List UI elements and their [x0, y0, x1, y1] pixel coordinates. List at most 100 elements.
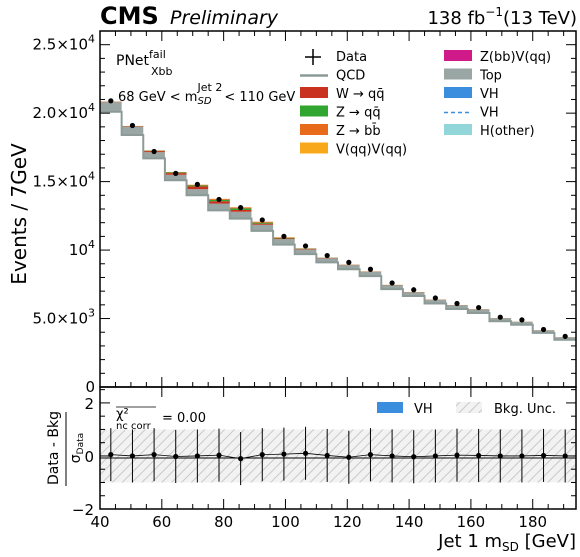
stack-bar-qcd	[338, 269, 360, 387]
legend-item: Top	[444, 68, 502, 84]
legend-box-swatch	[444, 50, 472, 61]
y-tick-label: 1.5×104	[32, 170, 95, 191]
x-axis-title: Jet 1 mSD [GeV]	[437, 531, 576, 554]
y-tick-mantissa: 5.0×10	[32, 310, 88, 328]
stack-bar-top	[208, 203, 230, 211]
stack-bar-w-qq	[208, 201, 230, 204]
y-tick-label: 0	[85, 378, 95, 396]
sigma-sub: Data	[76, 433, 86, 455]
ratio-y-tick-label: 2	[84, 395, 94, 413]
legend-box-swatch	[300, 87, 328, 98]
stack-bar-qcd	[446, 308, 468, 387]
stack-bar-top	[273, 239, 295, 245]
data-point	[497, 314, 503, 320]
stack-bar-qcd	[402, 295, 425, 387]
legend-label: W → qq̄	[336, 87, 385, 102]
x-tick-label: 80	[214, 513, 233, 531]
qcd-step-line	[100, 110, 576, 341]
legend-label: VH	[480, 87, 499, 102]
legend-box-swatch	[444, 68, 472, 80]
ratio-legend-unc-label: Bkg. Unc.	[494, 402, 556, 417]
chi2-label: χ²	[116, 407, 129, 422]
stack-bar-top	[186, 189, 209, 196]
chi2-sub: nc corr	[116, 421, 152, 432]
stack-bar-top	[489, 318, 512, 322]
x-axis-unit: [GeV]	[519, 531, 576, 552]
tagger-name: PNet	[116, 53, 150, 69]
stack-bar-qcd	[316, 262, 338, 387]
stack-bar-w-qq	[229, 209, 252, 212]
ratio-points	[108, 426, 568, 486]
legend-box-swatch	[300, 105, 328, 117]
data-point	[173, 170, 179, 176]
background-stack	[100, 101, 576, 388]
data-point	[151, 148, 157, 155]
data-points	[108, 98, 568, 339]
legend-label: H(other)	[480, 124, 535, 139]
window-high: < 110 GeV	[224, 90, 295, 105]
stack-bar-qcd	[359, 276, 382, 387]
stack-bar-qcd	[186, 195, 209, 387]
qcd-outline	[100, 110, 576, 341]
x-axis-var: Jet 1 m	[437, 531, 502, 552]
legend-item: QCD	[300, 69, 365, 84]
ratio-y-tick-labels: −2 0 2	[72, 395, 94, 519]
ratio-y-tick-label: 0	[84, 448, 94, 466]
ratio-legend-vh-label: VH	[414, 402, 433, 417]
legend-item: H(other)	[444, 124, 535, 139]
mass-window-label: 68 GeV < mSD Jet 2< 110 GeV	[118, 81, 295, 107]
data-point	[389, 280, 395, 286]
legend: Data QCD W → qq̄ Z → qq̄ Z → bb̄ V(qq)V(qq) Z(…	[300, 49, 551, 158]
stack-bar-top	[251, 224, 274, 231]
data-point	[129, 122, 136, 129]
stack-bar-top	[143, 152, 165, 159]
legend-item: V(qq)V(qq)	[300, 142, 407, 158]
stack-bar-qcd	[164, 180, 187, 387]
stack-bar-top	[511, 321, 533, 325]
chi2-symbol: χ²	[116, 407, 129, 422]
stack-bar-qcd	[229, 218, 252, 387]
data-point	[562, 333, 568, 339]
data-point	[519, 317, 525, 323]
stack-bar-qcd	[121, 135, 144, 387]
x-tick-label: 140	[395, 513, 424, 531]
legend-label: Data	[336, 50, 367, 65]
legend-label: Top	[479, 69, 502, 84]
y-tick-label: 5.0×103	[32, 307, 95, 328]
x-tick-label: 40	[90, 513, 109, 531]
stack-bar-top	[402, 292, 425, 296]
y-axis-title: Events / 7GeV	[7, 143, 31, 285]
y-tick-mantissa: 10	[69, 241, 88, 259]
y-tick-mantissa: 0	[85, 378, 95, 396]
lumi-energy: (13 TeV)	[503, 8, 577, 29]
x-tick-labels: 40 60 80 100 120 140 160 180	[90, 513, 547, 531]
ratio-connect-line	[110, 452, 566, 460]
legend-label: VH	[480, 106, 499, 121]
data-point	[238, 205, 244, 211]
legend-item: Z(bb)V(qq)	[444, 50, 551, 65]
stack-bar-qcd	[294, 254, 317, 387]
legend-label: Z → bb̄	[336, 124, 381, 139]
data-point	[540, 326, 547, 333]
y-tick-mantissa: 2.0×10	[32, 104, 88, 122]
data-point	[411, 287, 417, 293]
stack-bar-top	[121, 126, 144, 136]
legend-item: Z → qq̄	[300, 105, 381, 121]
data-point	[432, 295, 438, 301]
legend-label: V(qq)V(qq)	[336, 143, 407, 158]
stack-bar-top	[446, 305, 468, 309]
data-point	[259, 217, 265, 223]
x-tick-label: 180	[518, 513, 547, 531]
y-tick-label: 2.5×104	[32, 33, 95, 54]
window-sup: Jet 2	[197, 81, 223, 94]
x-tick-label: 160	[457, 513, 486, 531]
y-tick-exponent: 3	[88, 307, 95, 320]
ratio-panel: −2 0 2 χ² nc corr = 0.00 VH Bkg. Unc. Data…	[46, 386, 577, 554]
data-point	[454, 300, 460, 307]
stack-bar-top	[100, 102, 122, 112]
stack-bar-w-qq	[294, 248, 317, 250]
legend-label: Z(bb)V(qq)	[480, 50, 551, 65]
legend-box-swatch	[444, 87, 472, 98]
